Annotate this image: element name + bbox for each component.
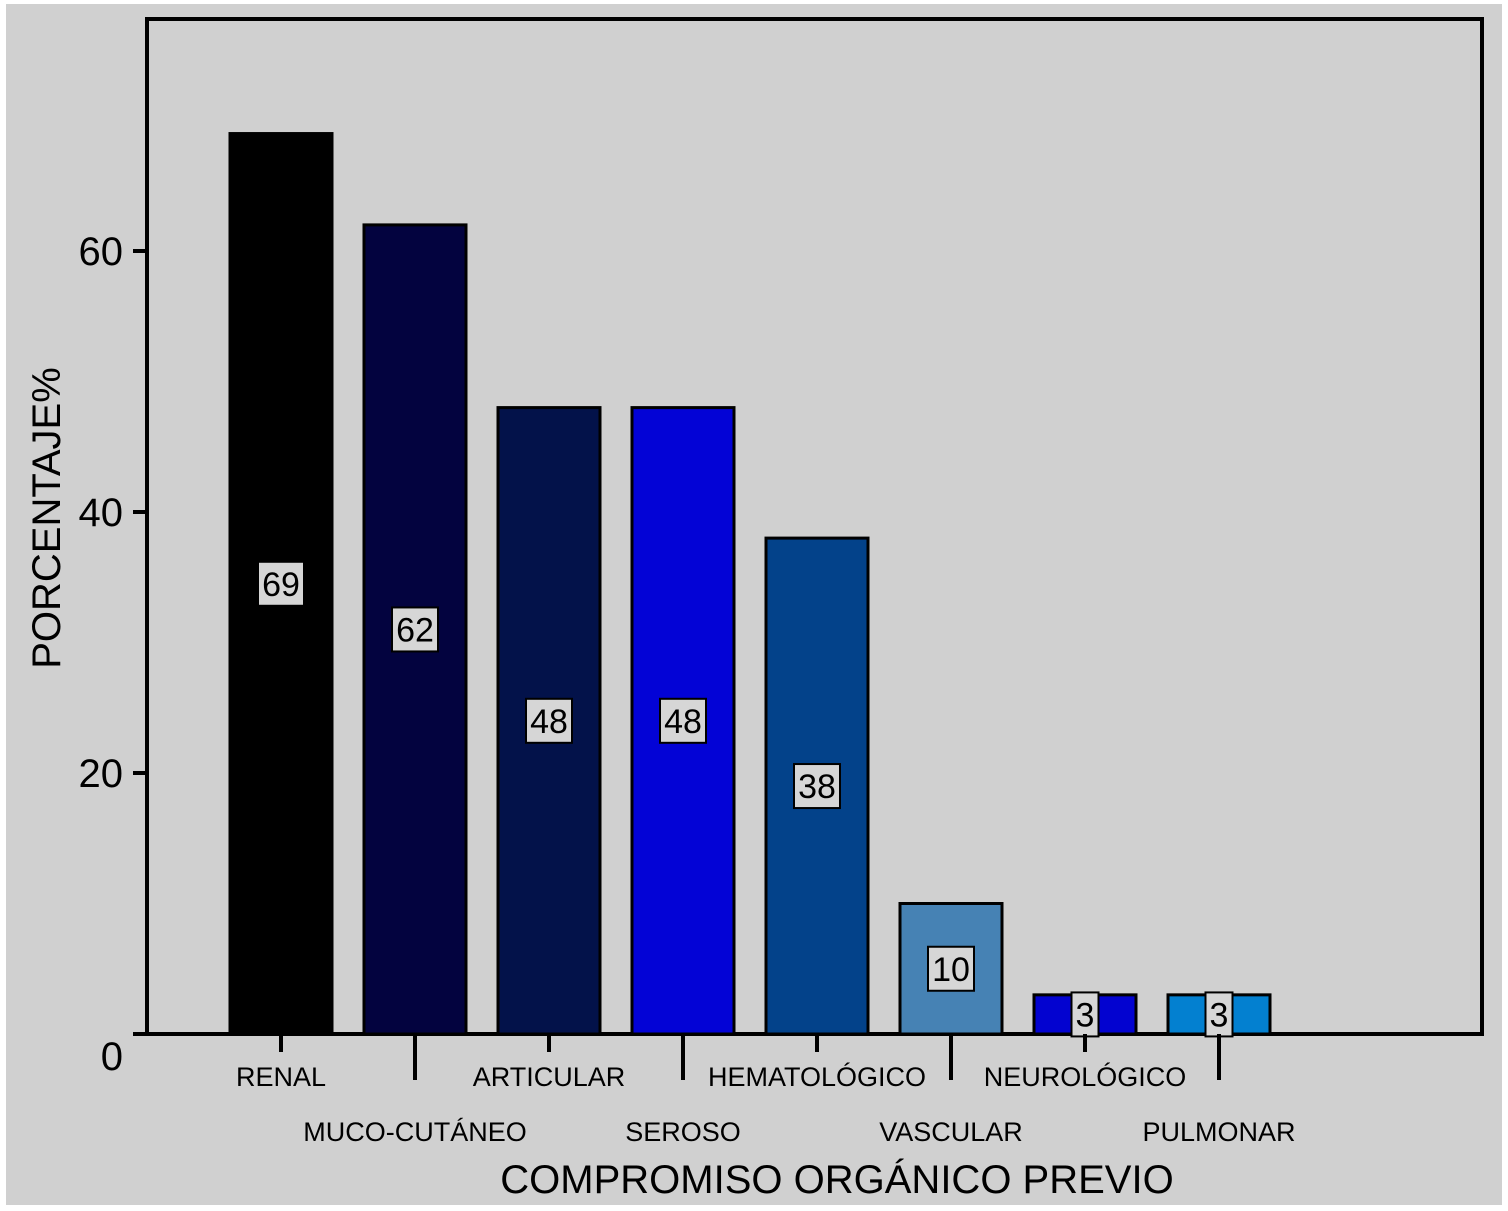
x-tick-label: MUCO-CUTÁNEO [303, 1117, 527, 1147]
x-tick-label: PULMONAR [1142, 1117, 1295, 1147]
data-label: 38 [798, 768, 836, 806]
bars: 69 62 48 48 38 10 3 3 [228, 132, 1272, 1038]
x-axis-title: COMPROMISO ORGÁNICO PREVIO [500, 1157, 1173, 1202]
data-label-box [793, 763, 841, 810]
x-tick-label: NEUROLÓGICO [984, 1061, 1187, 1092]
y-axis: 0 20 40 60 [79, 230, 147, 1079]
data-label: 62 [396, 611, 434, 649]
data-label: 69 [262, 566, 300, 604]
x-axis: RENAL MUCO-CUTÁNEO ARTICULAR SEROSO HEMATOLÓ… [236, 1034, 1296, 1147]
data-label: 3 [1210, 996, 1229, 1034]
data-label-box [927, 945, 975, 992]
y-tick-label: 60 [79, 230, 124, 274]
data-label-box [391, 606, 439, 653]
x-tick-label: SEROSO [625, 1117, 741, 1147]
y-tick-label: 0 [101, 1035, 123, 1079]
data-label-box [1204, 991, 1234, 1038]
data-label: 48 [664, 703, 702, 741]
data-label: 3 [1076, 996, 1095, 1034]
y-tick-label: 40 [79, 491, 124, 535]
x-tick-label: VASCULAR [879, 1117, 1023, 1147]
y-tick-label: 20 [79, 752, 124, 796]
y-axis-title: PORCENTAJE% [25, 367, 69, 669]
data-label-box [257, 560, 305, 607]
data-label-box [525, 697, 573, 744]
data-label-box [659, 697, 707, 744]
data-label: 10 [932, 951, 970, 989]
data-label: 48 [530, 703, 568, 741]
x-tick-label: ARTICULAR [473, 1062, 626, 1092]
x-tick-label: RENAL [236, 1062, 326, 1092]
x-tick-label: HEMATOLÓGICO [708, 1061, 926, 1092]
